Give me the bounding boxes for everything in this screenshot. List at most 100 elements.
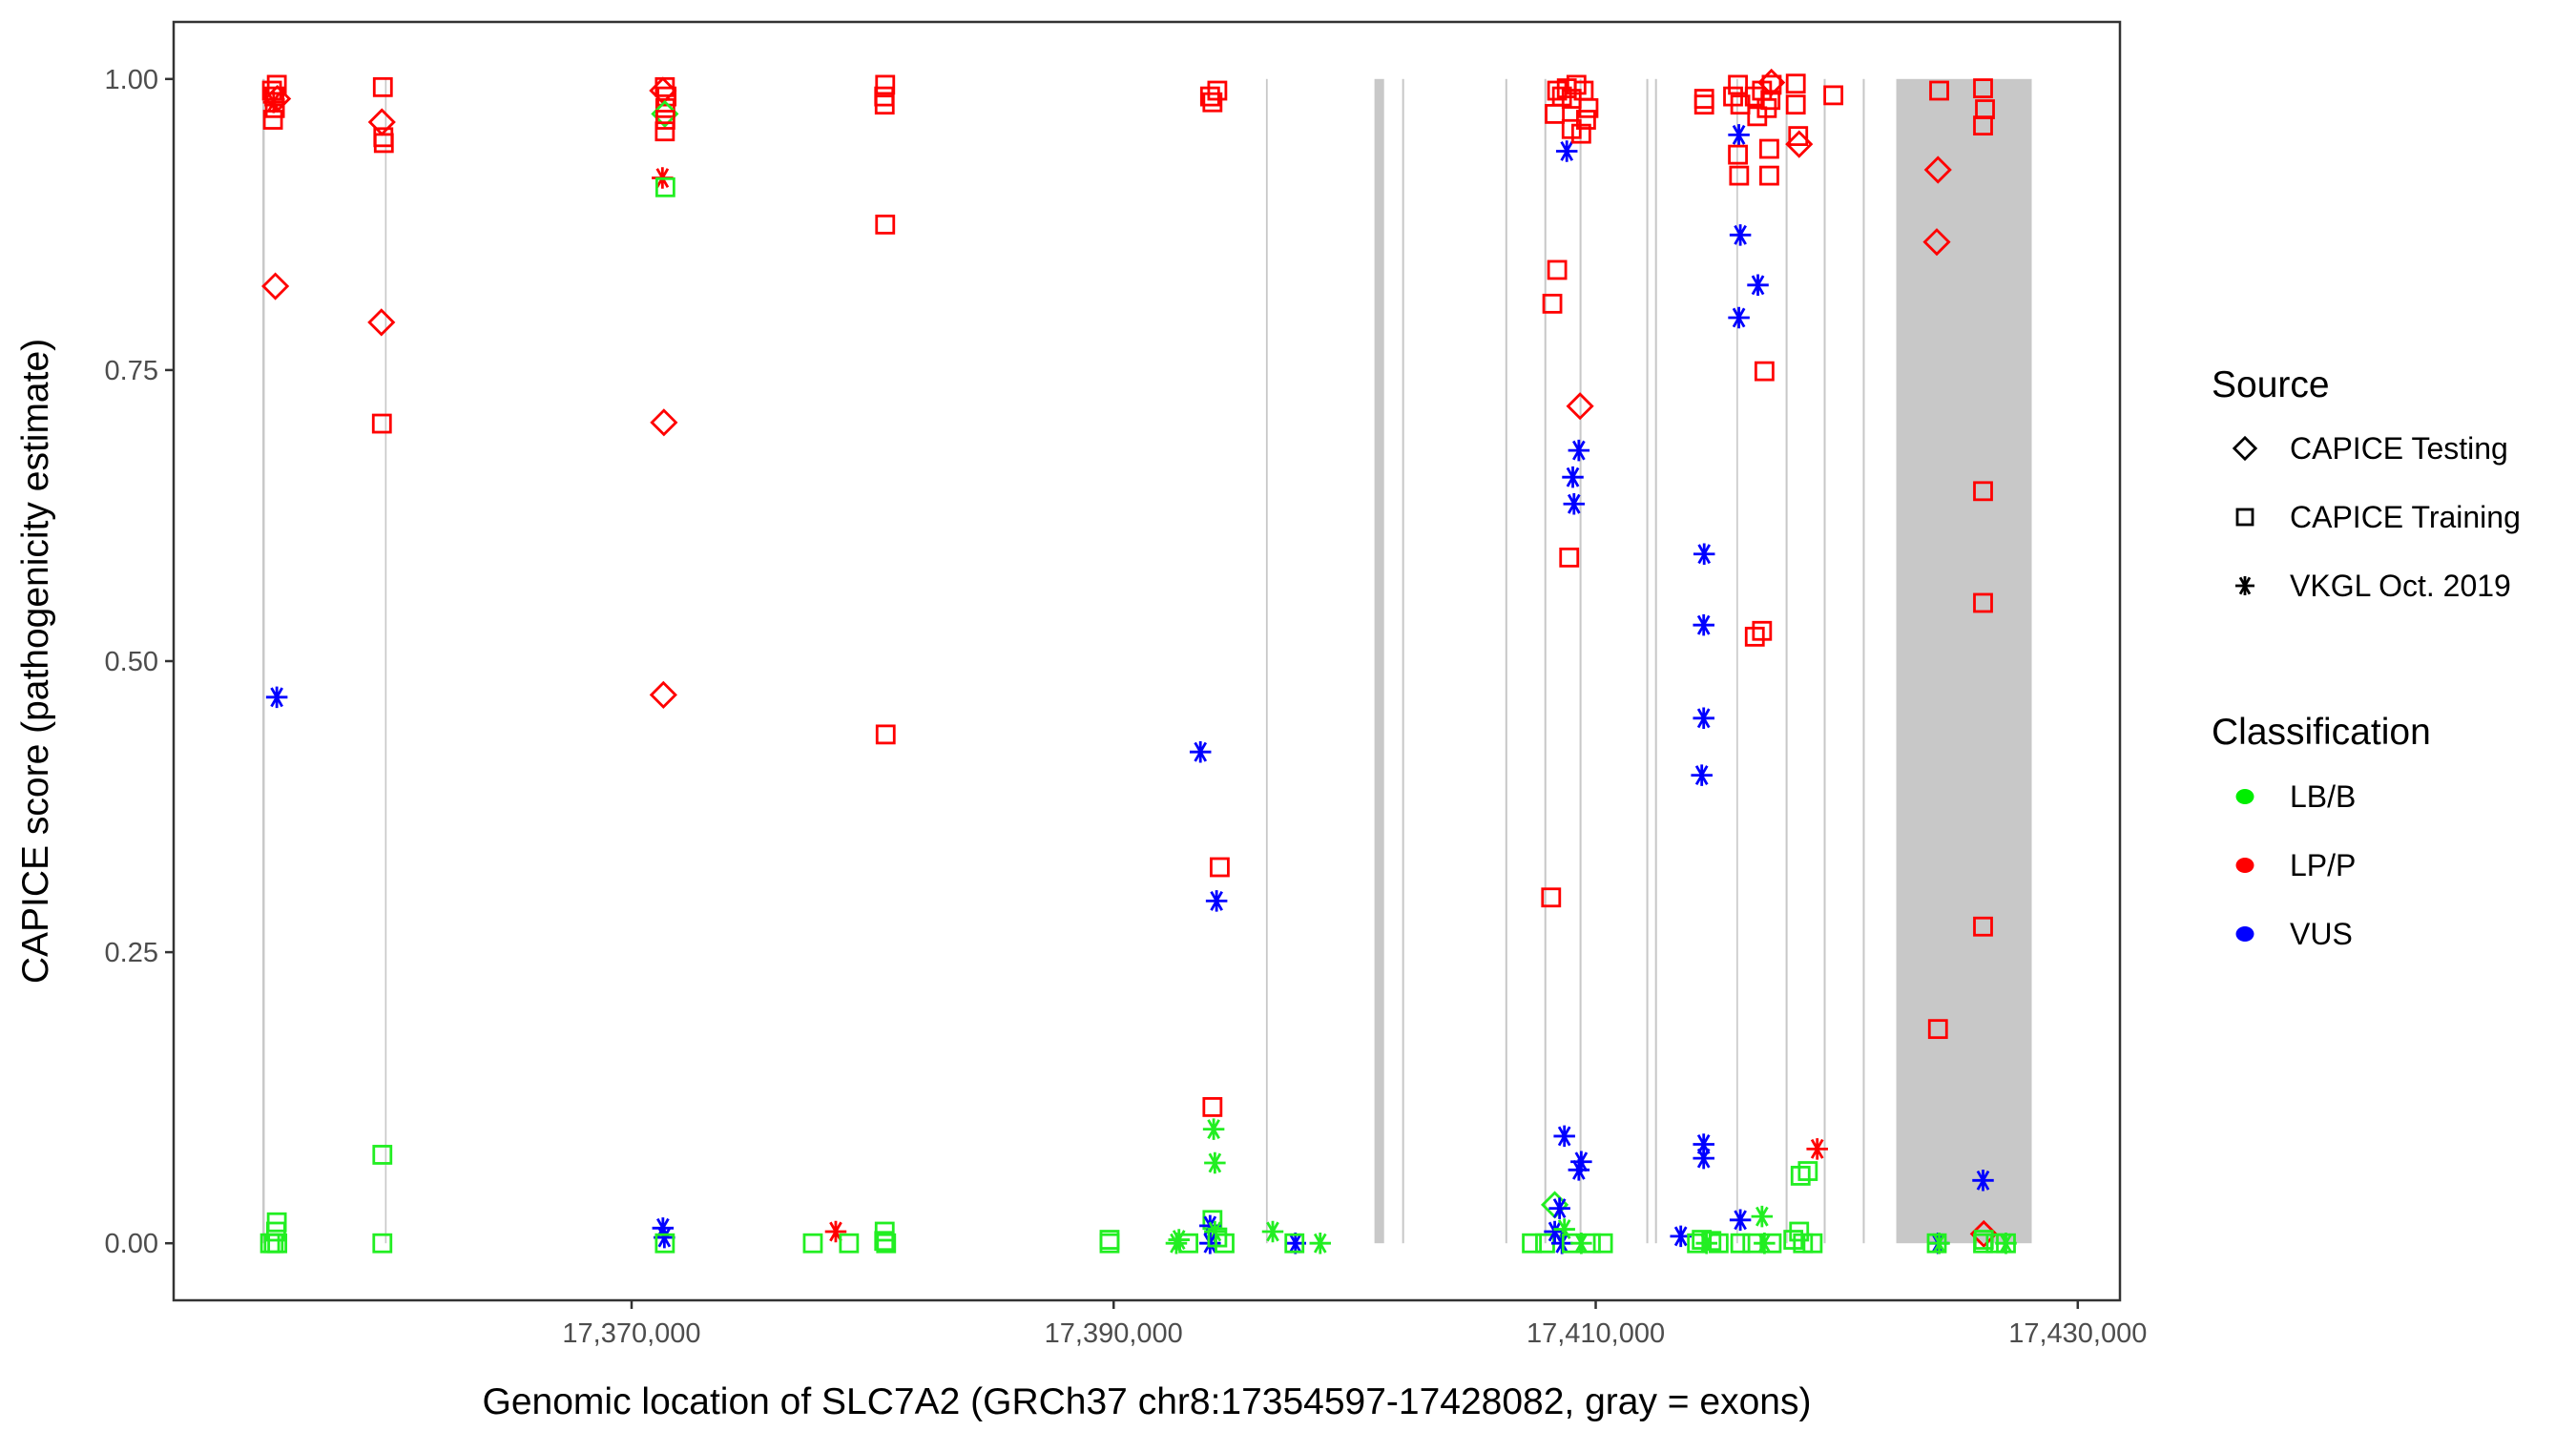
data-point: [1806, 1138, 1828, 1160]
data-point: [261, 272, 290, 301]
exon-band: [1785, 78, 1788, 1244]
data-point: [1972, 1170, 1994, 1192]
legend-square-icon: [2235, 508, 2254, 527]
data-point: [1207, 80, 1228, 101]
x-tick-label: 17,390,000: [1045, 1318, 1183, 1349]
exon-band: [1402, 78, 1404, 1244]
data-point: [1729, 1209, 1752, 1232]
x-axis: 17,370,000 17,390,000 17,410,000 17,430,000: [562, 1300, 2147, 1349]
data-point: [875, 74, 896, 95]
legend-source-label: CAPICE Training: [2290, 500, 2521, 534]
data-point: [1754, 1232, 1776, 1255]
data-point: [1562, 466, 1584, 488]
data-point: [874, 94, 895, 115]
data-point: [1729, 165, 1750, 186]
data-point: [1973, 78, 1993, 98]
legend: Source CAPICE Testing CAPICE Training VKGL…: [2212, 364, 2521, 951]
data-point: [1199, 86, 1220, 107]
data-point: [1563, 492, 1586, 515]
data-point: [1570, 1151, 1592, 1173]
exon-band: [1374, 78, 1384, 1244]
data-point: [1693, 543, 1715, 565]
data-point: [1701, 1231, 1722, 1252]
data-point: [1759, 165, 1779, 186]
data-point: [1761, 1233, 1782, 1254]
data-point: [372, 1233, 393, 1254]
data-point: [1695, 1232, 1717, 1255]
data-point: [654, 1226, 675, 1249]
data-point: [1973, 481, 1993, 502]
exon-band: [384, 78, 387, 1244]
data-point: [1927, 1019, 1948, 1040]
data-point: [649, 680, 677, 709]
data-point: [1744, 86, 1765, 107]
data-point: [1693, 613, 1714, 636]
data-point: [1759, 138, 1779, 159]
data-point: [1202, 92, 1223, 113]
data-point: [1099, 1233, 1120, 1254]
data-point: [1926, 1233, 1947, 1254]
legend-classification-label: LB/B: [2290, 779, 2356, 814]
data-point: [1760, 90, 1781, 111]
legend-color-dot-icon: [2235, 926, 2254, 942]
exon-band: [1862, 78, 1865, 1244]
data-point: [1555, 140, 1578, 162]
data-point: [654, 121, 675, 142]
data-point: [1728, 306, 1750, 329]
data-point: [1751, 1205, 1774, 1228]
y-tick-label: 0.25: [105, 938, 158, 968]
data-point: [652, 1217, 675, 1239]
legend-source-entries: CAPICE Testing CAPICE Training VKGL Oct. 2…: [2232, 431, 2521, 603]
legend-asterisk-icon: [2235, 576, 2254, 595]
data-point: [1823, 85, 1844, 106]
exon-band: [1646, 78, 1649, 1244]
data-point: [1693, 94, 1714, 115]
exon-band: [1544, 78, 1547, 1244]
data-point: [654, 110, 675, 130]
x-tick-label: 17,410,000: [1527, 1318, 1665, 1349]
data-point: [839, 1233, 860, 1254]
data-point: [1210, 857, 1230, 878]
data-point: [1730, 1233, 1751, 1254]
data-point: [1547, 259, 1568, 280]
data-point: [1261, 1220, 1284, 1243]
data-point: [650, 408, 678, 437]
data-point: [1309, 1232, 1332, 1255]
x-tick-label: 17,430,000: [2008, 1318, 2147, 1349]
legend-diamond-icon: [2232, 435, 2258, 462]
exon-band: [261, 78, 265, 1244]
data-point: [267, 1233, 288, 1254]
data-point: [1708, 1233, 1729, 1254]
data-point: [1728, 144, 1748, 165]
x-tick-label: 17,370,000: [562, 1318, 700, 1349]
data-point: [1785, 73, 1806, 94]
legend-source-title: Source: [2212, 364, 2330, 405]
data-point: [367, 308, 396, 337]
y-tick-label: 0.75: [105, 356, 158, 386]
data-point: [1973, 1230, 1994, 1250]
data-point: [1789, 1221, 1810, 1242]
exon-band: [1896, 78, 2032, 1244]
data-point: [1729, 224, 1752, 246]
data-point: [1928, 1232, 1950, 1255]
data-point: [1693, 707, 1714, 730]
data-point: [1541, 887, 1562, 908]
data-point: [1929, 80, 1949, 101]
data-point: [1284, 1232, 1306, 1255]
data-point: [1728, 124, 1750, 146]
data-point: [1544, 1220, 1566, 1243]
data-point: [1204, 1151, 1226, 1174]
data-point: [265, 686, 288, 709]
x-axis-title: Genomic location of SLC7A2 (GRCh37 chr8:…: [483, 1381, 1812, 1422]
exon-band: [1654, 78, 1657, 1244]
exon-band: [1505, 78, 1507, 1244]
data-point: [875, 724, 896, 745]
data-point: [1973, 592, 1993, 613]
legend-classification-label: VUS: [2290, 917, 2353, 951]
data-point: [1202, 1118, 1225, 1140]
data-point: [654, 176, 675, 197]
data-point: [1205, 890, 1228, 912]
data-point: [1215, 1233, 1235, 1254]
